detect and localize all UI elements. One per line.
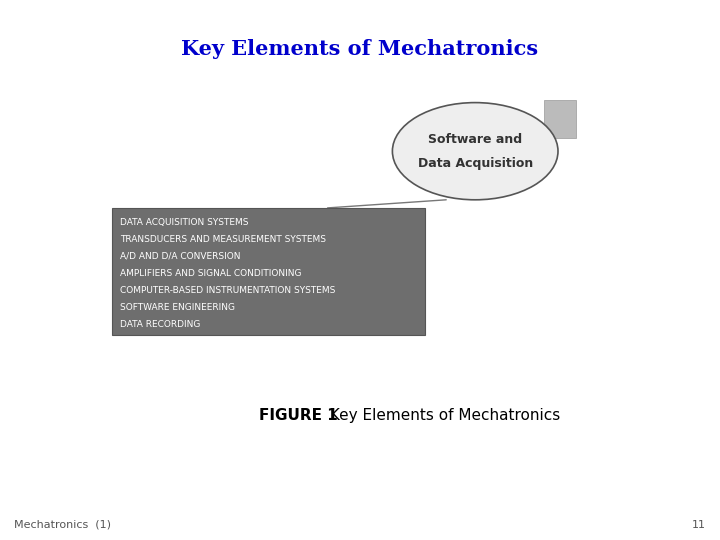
Text: Software and: Software and [428, 133, 522, 146]
Text: Data Acquisition: Data Acquisition [418, 157, 533, 170]
Text: TRANSDUCERS AND MEASUREMENT SYSTEMS: TRANSDUCERS AND MEASUREMENT SYSTEMS [120, 235, 326, 244]
Text: SOFTWARE ENGINEERING: SOFTWARE ENGINEERING [120, 303, 235, 312]
Text: AMPLIFIERS AND SIGNAL CONDITIONING: AMPLIFIERS AND SIGNAL CONDITIONING [120, 269, 302, 278]
FancyBboxPatch shape [112, 208, 425, 335]
Text: Key Elements of Mechatronics: Key Elements of Mechatronics [181, 38, 539, 59]
FancyBboxPatch shape [544, 100, 576, 138]
Text: DATA RECORDING: DATA RECORDING [120, 320, 201, 329]
Text: A/D AND D/A CONVERSION: A/D AND D/A CONVERSION [120, 252, 240, 261]
Text: FIGURE 1: FIGURE 1 [259, 408, 338, 423]
Text: DATA ACQUISITION SYSTEMS: DATA ACQUISITION SYSTEMS [120, 218, 248, 227]
Text: Mechatronics  (1): Mechatronics (1) [14, 520, 112, 530]
Text: 11: 11 [692, 520, 706, 530]
Ellipse shape [392, 103, 558, 200]
Text: COMPUTER-BASED INSTRUMENTATION SYSTEMS: COMPUTER-BASED INSTRUMENTATION SYSTEMS [120, 286, 336, 295]
Text: Key Elements of Mechatronics: Key Elements of Mechatronics [325, 408, 561, 423]
